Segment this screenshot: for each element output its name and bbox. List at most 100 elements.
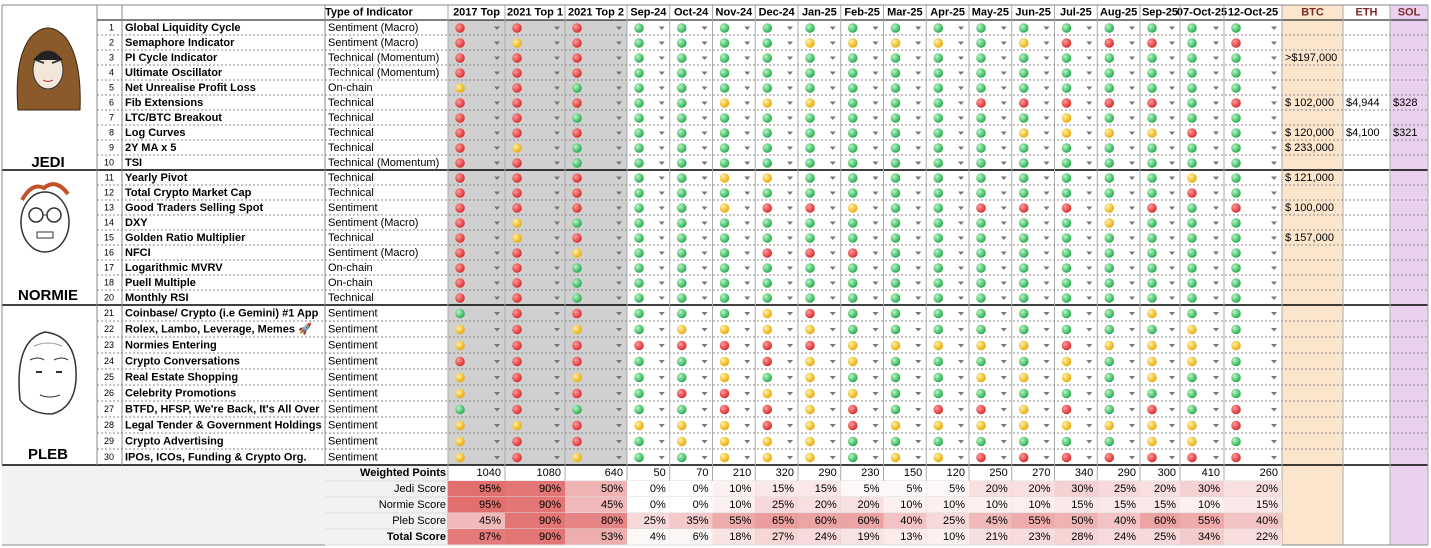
dropdown-arrow	[958, 26, 964, 30]
summary-value: 120	[947, 467, 965, 479]
signal-dot	[805, 128, 815, 138]
summary-value: 34%	[1198, 531, 1220, 543]
dropdown-arrow	[616, 116, 622, 120]
dropdown-arrow	[915, 101, 922, 105]
dropdown-arrow	[616, 392, 622, 396]
score-cell	[1097, 529, 1140, 545]
dropdown-arrow	[958, 176, 964, 180]
indicator-name: Crypto Advertising	[125, 435, 224, 447]
dropdown-arrow	[744, 296, 751, 300]
summary-value: 290	[818, 467, 836, 479]
signal-dot	[933, 388, 944, 399]
summary-value: 19%	[857, 531, 879, 543]
dropdown-arrow	[1000, 424, 1007, 428]
summary-value: 10%	[1198, 499, 1220, 511]
signal-dot	[455, 23, 465, 33]
dropdown-arrow	[1043, 312, 1050, 316]
signal-dot	[976, 83, 986, 93]
signal-dot	[933, 98, 944, 108]
dropdown-arrow	[958, 206, 964, 210]
dropdown-arrow	[915, 86, 922, 90]
dropdown-arrow	[701, 41, 708, 45]
signal-dot	[762, 248, 773, 258]
signal-dot	[512, 293, 522, 303]
btc-bg	[1282, 5, 1343, 545]
dropdown-arrow	[658, 161, 665, 165]
signal-dot	[1231, 128, 1241, 138]
summary-value: 5%	[864, 483, 880, 495]
dropdown-arrow	[1169, 206, 1175, 210]
column-header: Dec-24	[759, 6, 796, 18]
dropdown-arrow	[872, 456, 879, 460]
signal-dot	[1187, 233, 1197, 243]
signal-dot	[1231, 248, 1241, 258]
signal-dot	[1147, 278, 1157, 288]
signal-dot	[976, 248, 986, 258]
dropdown-arrow	[1129, 236, 1135, 240]
dropdown-arrow	[829, 296, 836, 300]
score-cell	[669, 497, 713, 513]
signal-dot	[676, 53, 687, 63]
dropdown-arrow	[1271, 392, 1277, 396]
signal-dot	[762, 173, 773, 183]
dropdown-arrow	[1213, 440, 1219, 444]
dropdown-arrow	[1086, 296, 1093, 300]
signal-dot	[933, 356, 944, 367]
dropdown-arrow	[554, 251, 560, 255]
dropdown-arrow	[1213, 161, 1219, 165]
signal-dot	[976, 188, 986, 198]
signal-dot	[762, 38, 773, 48]
dropdown-arrow	[1169, 424, 1175, 428]
signal-dot	[933, 83, 944, 93]
signal-dot	[847, 248, 858, 258]
indicator-name: Net Unrealise Profit Loss	[125, 82, 256, 94]
signal-dot	[719, 420, 730, 431]
indicator-name: Rolex, Lambo, Leverage, Memes 🚀	[125, 322, 312, 335]
dropdown-arrow	[701, 26, 708, 30]
dropdown-arrow	[1169, 221, 1175, 225]
dropdown-arrow	[829, 312, 836, 316]
dropdown-arrow	[829, 101, 836, 105]
signal-dot	[1061, 293, 1072, 303]
signal-dot	[933, 113, 944, 123]
summary-value: 60%	[1154, 515, 1176, 527]
summary-value: 15%	[815, 483, 837, 495]
dropdown-arrow	[616, 161, 622, 165]
signal-dot	[572, 173, 582, 183]
signal-dot	[1018, 143, 1029, 153]
dropdown-arrow	[787, 206, 793, 210]
summary-value: 45%	[986, 515, 1008, 527]
signal-dot	[634, 308, 644, 319]
score-cell	[1054, 481, 1098, 497]
dropdown-arrow	[958, 251, 964, 255]
dropdown-arrow	[554, 191, 560, 195]
dropdown-arrow	[872, 424, 879, 428]
signal-dot	[1061, 98, 1072, 108]
asset-header: BTC	[1301, 6, 1324, 18]
signal-dot	[762, 308, 773, 319]
summary-value: 25%	[1114, 483, 1136, 495]
summary-value: 0%	[650, 499, 666, 511]
dropdown-arrow	[616, 296, 622, 300]
dropdown-arrow	[658, 86, 665, 90]
dropdown-arrow	[1169, 456, 1175, 460]
signal-dot	[762, 23, 773, 33]
signal-dot	[1187, 248, 1197, 258]
dropdown-arrow	[1129, 101, 1135, 105]
signal-dot	[634, 113, 644, 123]
indicator-name: Normies Entering	[125, 339, 217, 351]
signal-dot	[572, 158, 582, 168]
dropdown-arrow	[658, 221, 665, 225]
score-cell	[1097, 513, 1140, 529]
signal-dot	[1187, 340, 1197, 351]
score-cell	[883, 481, 927, 497]
dropdown-arrow	[787, 71, 793, 75]
signal-dot	[455, 404, 465, 415]
dropdown-arrow	[1213, 41, 1219, 45]
signal-dot	[847, 158, 858, 168]
dropdown-arrow	[915, 116, 922, 120]
score-cell	[755, 513, 798, 529]
signal-dot	[634, 53, 644, 63]
summary-value: 50	[654, 467, 666, 479]
dropdown-arrow	[915, 296, 922, 300]
